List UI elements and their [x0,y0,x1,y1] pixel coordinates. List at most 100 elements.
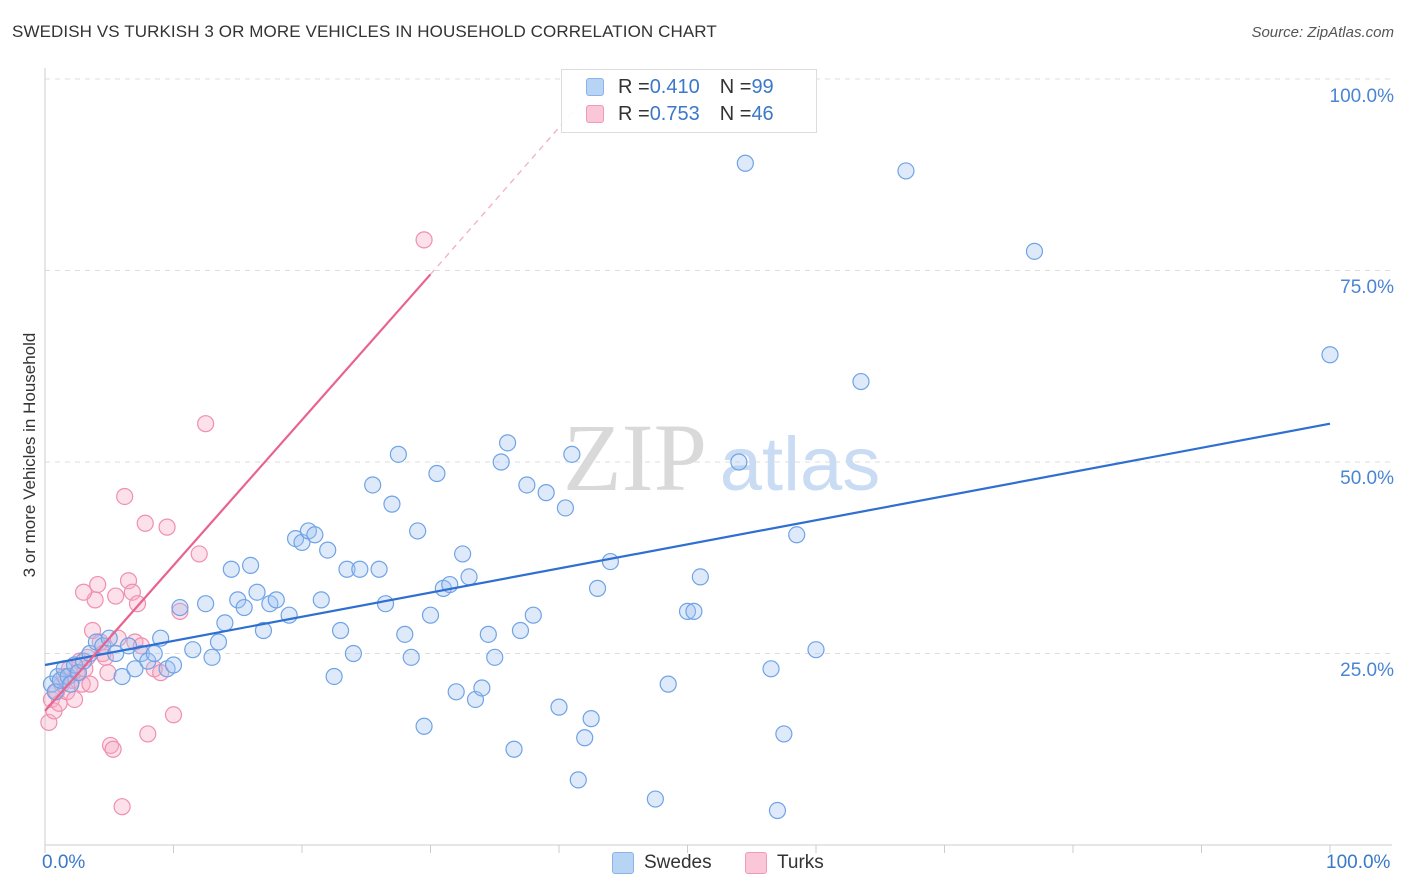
turks-points [40,231,433,816]
swede-point [499,434,517,452]
turk-point [65,690,84,709]
turk-point [116,487,134,506]
legend-r-value: 0.753 [649,102,700,125]
swede-point [145,644,163,663]
swede-point [524,606,542,624]
axes [44,68,1392,853]
turk-point [128,595,147,613]
swede-point [209,633,228,651]
swede-point [1025,242,1044,260]
swede-point [254,621,273,640]
swede-point [563,445,581,463]
grid-lines [45,78,1392,654]
series-legend: Swedes Turks [0,852,1406,878]
legend-n-value: 99 [751,75,774,98]
swede-point [601,552,620,571]
swede-point [389,445,407,463]
swede-point [164,656,183,674]
swede-point [402,648,420,666]
swede-point [216,614,234,632]
swede-point [659,675,677,693]
y-tick-50: 50.0% [1340,468,1394,489]
y-axis-label: 3 or more Vehicles in Household [20,332,39,578]
legend-n-label: N = [719,102,752,125]
swede-point [1321,346,1339,364]
swede-point [788,526,806,544]
turks-trend-line [44,273,432,712]
swede-point [678,602,697,620]
y-tick-100: 100.0% [1329,86,1394,107]
swede-point [582,710,600,728]
watermark: ZIP atlas [563,404,880,511]
swede-point [364,476,382,494]
y-tick-75: 75.0% [1340,277,1394,298]
turk-point [171,602,189,620]
turk-point [136,514,154,532]
swede-point [685,602,703,620]
turk-point [164,706,183,724]
swede-point [576,729,594,747]
swede-point [370,560,388,578]
swede-point [396,625,414,643]
turk-point [104,740,122,758]
legend-item-swedes[interactable]: Swedes [612,852,712,874]
swede-point [171,598,189,617]
swede-point [409,522,427,540]
swede-point [376,595,395,613]
legend-n-value: 46 [751,102,774,125]
legend-n-label: N = [719,75,752,98]
swede-point [775,725,793,743]
swede-point [242,556,260,575]
swede-point [184,641,202,659]
correlation-legend: R = 0.410 N = 99 R = 0.753 N = 46 [561,69,817,133]
swede-point [807,641,825,659]
swede-point [736,154,754,172]
swede-point [351,560,369,578]
swedes-trend-line [44,422,1331,667]
turk-point [89,575,107,594]
swede-point [113,667,131,686]
swede-point [537,484,555,502]
swede-point [768,801,787,820]
turk-point [113,798,131,816]
swede-point [306,526,324,544]
swede-point [473,679,491,697]
swedes-swatch [612,852,634,874]
swede-point [518,476,536,494]
turk-point [74,583,93,601]
x-tick-0: 0.0% [42,852,86,873]
legend-swatch-pink [586,105,604,123]
swede-point [479,625,497,643]
legend-swatch-blue [586,78,604,96]
swede-point [556,499,575,517]
swede-point [197,595,215,613]
swede-point [421,606,440,624]
swede-point [338,560,356,578]
turks-swatch [745,852,767,874]
legend-r-value: 0.410 [649,75,700,98]
swede-point [415,717,433,735]
swede-point [897,162,915,180]
swede-point [383,495,401,513]
trend-lines [44,97,1331,712]
x-tick-100: 100.0% [1326,852,1391,873]
watermark-zip: ZIP [563,404,707,511]
turk-point [139,725,157,743]
swede-point [646,790,664,808]
legend-item-turks[interactable]: Turks [745,852,824,874]
y-tick-25: 25.0% [1340,660,1394,681]
swede-point [486,648,504,666]
swede-point [248,583,266,601]
legend-row-turks: R = 0.753 N = 46 [586,102,774,126]
legend-r-label: R = [618,102,650,125]
turk-point [158,518,176,536]
swede-point [511,621,530,640]
swede-point [222,560,240,578]
swede-point [126,660,144,678]
turk-point [107,587,125,605]
swede-point [492,453,510,471]
swedes-label: Swedes [644,852,712,873]
legend-r-label: R = [618,75,650,98]
turk-point [81,675,99,693]
